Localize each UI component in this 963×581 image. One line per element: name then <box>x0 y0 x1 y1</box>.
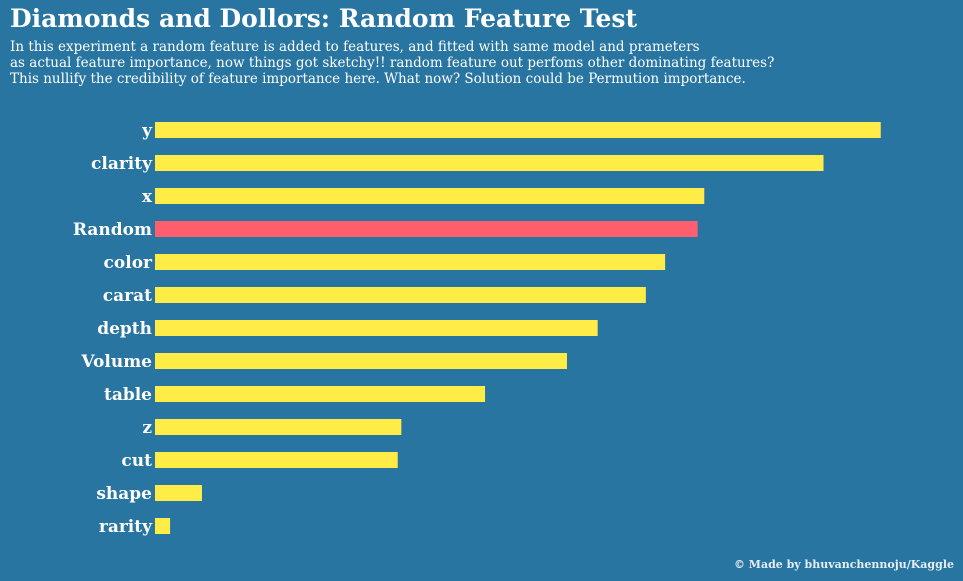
tick-label-y: y <box>141 121 153 141</box>
bar-rarity <box>155 518 171 534</box>
bar-depth <box>155 320 598 336</box>
tick-label-random: Random <box>73 220 152 240</box>
tick-label-shape: shape <box>96 484 152 504</box>
bar-shape <box>155 485 202 501</box>
chart-title: Diamonds and Dollors: Random Feature Tes… <box>10 4 637 33</box>
tick-label-cut: cut <box>121 451 152 471</box>
tick-label-color: color <box>104 253 153 273</box>
subtitle-line-2: as actual feature importance, now things… <box>10 55 775 71</box>
bar-cut <box>155 452 398 468</box>
subtitle-line-3: This nullify the credibility of feature … <box>10 71 746 87</box>
bar-clarity <box>155 155 824 171</box>
bar-z <box>155 419 402 435</box>
bar-random <box>155 221 698 237</box>
credit-text: © Made by bhuvanchennoju/Kaggle <box>733 558 954 571</box>
tick-label-table: table <box>104 385 152 405</box>
tick-label-x: x <box>142 187 153 207</box>
bar-table <box>155 386 486 402</box>
tick-label-volume: Volume <box>80 352 152 372</box>
bar-x <box>155 188 705 204</box>
tick-label-rarity: rarity <box>99 517 153 537</box>
tick-label-carat: carat <box>103 286 152 306</box>
tick-label-z: z <box>142 418 152 438</box>
bar-y <box>155 122 881 138</box>
chart-subtitle: In this experiment a random feature is a… <box>10 39 774 87</box>
bar-volume <box>155 353 567 369</box>
bar-carat <box>155 287 646 303</box>
tick-label-depth: depth <box>97 319 152 339</box>
bar-color <box>155 254 666 270</box>
tick-label-clarity: clarity <box>91 154 153 174</box>
subtitle-line-1: In this experiment a random feature is a… <box>10 39 700 55</box>
